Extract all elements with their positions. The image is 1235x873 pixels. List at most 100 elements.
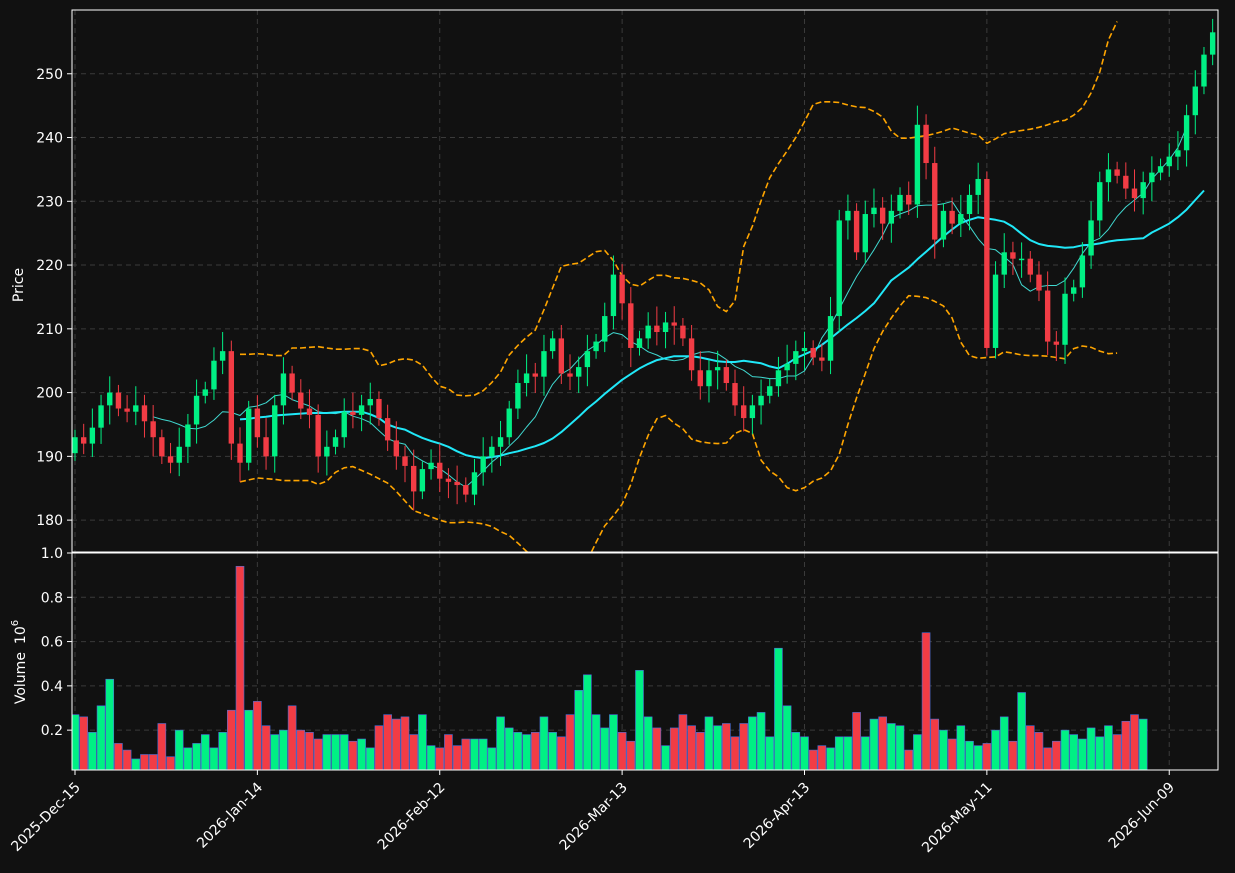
volume-bar — [565, 714, 575, 770]
candle-body — [358, 405, 365, 415]
volume-bar — [713, 725, 722, 770]
volume-bar — [1060, 729, 1070, 770]
candle-body — [697, 370, 703, 387]
volume-bar — [418, 714, 427, 770]
volume-bar — [409, 734, 418, 770]
volume-bar — [1112, 734, 1122, 770]
volume-bar — [383, 714, 392, 770]
candle-body — [350, 411, 356, 415]
candle-body — [272, 405, 278, 457]
candle-body — [1044, 290, 1051, 342]
candle-body — [263, 437, 269, 457]
candle-body — [211, 360, 217, 390]
volume-bar — [400, 716, 410, 770]
candle-body — [298, 392, 304, 409]
volume-bar — [305, 732, 314, 770]
volume-bar — [392, 718, 401, 770]
x-tick-label: 2026-Jun-09 — [1106, 780, 1178, 852]
volume-bar — [1017, 692, 1026, 770]
x-tick-label: 2026-Mar-13 — [557, 780, 631, 854]
volume-bar — [339, 734, 349, 770]
volume-tick-label: 0.8 — [41, 590, 63, 606]
volume-bar — [452, 745, 462, 770]
candle-body — [1053, 341, 1060, 345]
candle-body — [1088, 220, 1094, 256]
candle-body — [454, 481, 460, 486]
price-tick-label: 220 — [36, 258, 63, 274]
candle-body — [1114, 169, 1120, 176]
candle-body — [1123, 175, 1129, 189]
candle-body — [376, 398, 382, 419]
price-tick-label: 210 — [36, 322, 63, 338]
candle-body — [741, 405, 747, 419]
volume-bar — [88, 732, 97, 770]
bollinger-upper-line — [240, 21, 1118, 397]
candle-body — [402, 456, 408, 466]
candle-body — [723, 367, 730, 384]
volume-bar — [114, 743, 123, 770]
candle-body — [749, 405, 756, 419]
x-tick-label: 2026-May-11 — [919, 780, 996, 857]
volume-bar — [1043, 747, 1052, 770]
volume-bar — [122, 749, 132, 770]
volume-bar — [1095, 736, 1105, 770]
volume-bar — [748, 716, 757, 770]
candle-body — [315, 414, 321, 457]
moving-averages — [153, 127, 1205, 488]
price-panel-frame — [71, 9, 1219, 553]
volume-bar — [522, 734, 531, 770]
volume-bar — [722, 723, 731, 770]
volume-bar — [105, 678, 115, 770]
volume-tick-label: 0.2 — [41, 723, 63, 739]
candle-body — [810, 347, 816, 358]
volume-bar — [365, 747, 375, 770]
volume-bar — [357, 738, 366, 770]
candle-body — [419, 469, 426, 492]
volume-bar — [878, 716, 887, 770]
candle-body — [1131, 188, 1138, 199]
volume-bar — [782, 705, 792, 770]
candle-body — [367, 398, 373, 406]
x-tick-label: 2026-Jan-14 — [194, 779, 266, 851]
volume-bar — [261, 725, 271, 770]
candle-body — [1175, 150, 1181, 157]
volume-tick-label: 0.6 — [41, 635, 63, 651]
candle-body — [1097, 182, 1103, 221]
candle-body — [628, 303, 634, 348]
volume-bar — [426, 745, 436, 770]
volume-bar — [322, 734, 332, 770]
volume-bar — [843, 736, 853, 770]
volume-bar — [1025, 725, 1035, 770]
candle-body — [862, 214, 868, 253]
candle-body — [506, 408, 512, 438]
candle-body — [219, 351, 226, 361]
candle-body — [645, 325, 651, 339]
candle-body — [1157, 166, 1164, 173]
volume-bar — [513, 732, 523, 770]
volume-axis-label: Volume — [13, 652, 29, 704]
volume-bar — [148, 754, 158, 770]
volume-bar — [887, 723, 896, 770]
candle-body — [958, 214, 964, 224]
volume-bar — [1104, 725, 1113, 770]
candle-body — [410, 465, 417, 492]
candle-body — [384, 418, 391, 441]
candle-body — [688, 338, 695, 371]
volume-bar — [96, 705, 106, 770]
candle-body — [332, 437, 339, 447]
volume-bar — [808, 749, 818, 770]
x-tick-label: 2026-Feb-12 — [375, 780, 449, 854]
candle-body — [80, 437, 87, 444]
volume-bar — [635, 670, 644, 770]
candle-body — [1079, 255, 1086, 288]
volume-bar — [1078, 738, 1087, 770]
volume-bar — [626, 740, 636, 770]
volume-panel-frame — [71, 552, 1219, 771]
volume-bar — [826, 747, 835, 770]
ma-slow-line — [239, 189, 1205, 460]
candle-body — [1166, 156, 1172, 167]
volume-bar — [279, 729, 288, 770]
candle-body — [897, 194, 903, 211]
volume-bar — [574, 689, 583, 770]
candle-body — [888, 210, 895, 224]
